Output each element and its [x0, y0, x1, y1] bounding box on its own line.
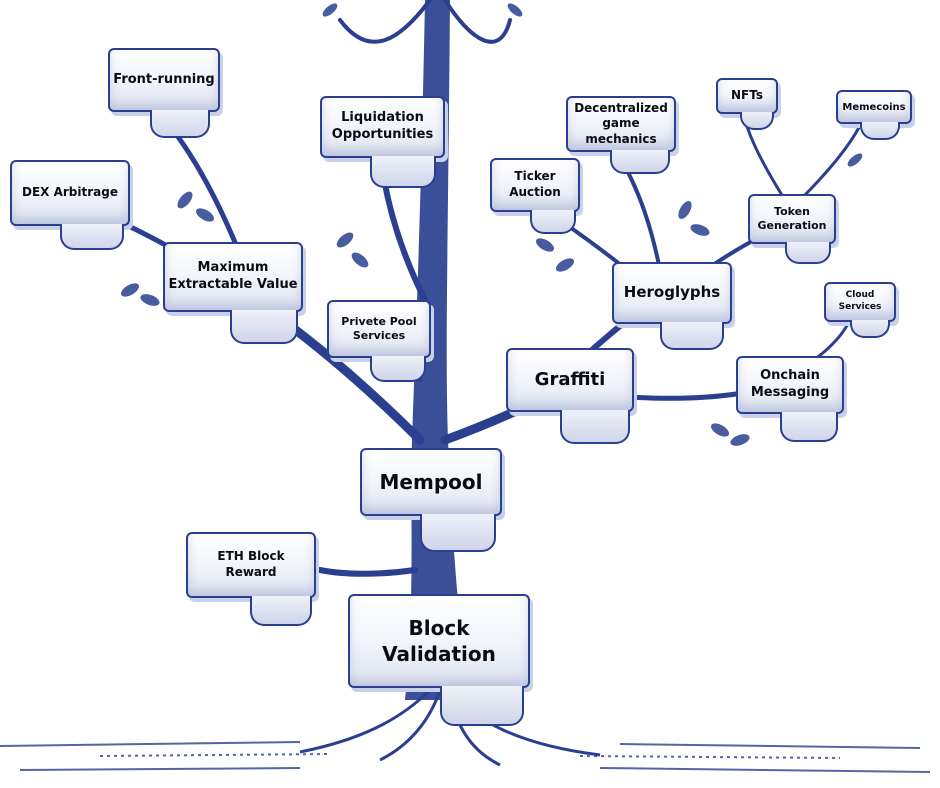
node-private-pool-services: Privete Pool Services: [327, 300, 431, 358]
banner-tail: [560, 410, 630, 444]
banner-tail: [250, 596, 312, 626]
node-block-validation: Block Validation: [348, 594, 530, 688]
node-liquidation-opportunities: Liquidation Opportunities: [320, 96, 445, 158]
ground: [0, 741, 931, 773]
banner-tail: [370, 156, 436, 188]
node-heroglyphs: Heroglyphs: [612, 262, 732, 324]
leaves: [120, 3, 863, 446]
node-maximum-extractable-value: Maximum Extractable Value: [163, 242, 303, 312]
node-memecoins: Memecoins: [836, 90, 912, 124]
banner-tail: [530, 210, 576, 234]
node-decentralized-game-mechanics: Decentralized game mechanics: [566, 96, 676, 152]
node-mempool: Mempool: [360, 448, 502, 516]
banner-tail: [850, 320, 890, 338]
node-onchain-messaging: Onchain Messaging: [736, 356, 844, 414]
node-eth-block-reward: ETH Block Reward: [186, 532, 316, 598]
banner-tail: [780, 412, 838, 442]
banner-tail: [740, 112, 774, 130]
node-cloud-services: Cloud Services: [824, 282, 896, 322]
node-dex-arbitrage: DEX Arbitrage: [10, 160, 130, 226]
banner-tail: [420, 514, 496, 552]
node-token-generation: Token Generation: [748, 194, 836, 244]
node-front-running: Front-running: [108, 48, 220, 112]
banner-tail: [785, 242, 831, 264]
node-nfts: NFTs: [716, 78, 778, 114]
banner-tail: [440, 686, 524, 726]
node-ticker-auction: Ticker Auction: [490, 158, 580, 212]
banner-tail: [610, 150, 670, 174]
banner-tail: [150, 110, 210, 138]
banner-tail: [370, 356, 426, 382]
banner-tail: [230, 310, 298, 344]
banner-tail: [860, 122, 900, 140]
banner-tail: [660, 322, 724, 350]
node-graffiti: Graffiti: [506, 348, 634, 412]
banner-tail: [60, 224, 124, 250]
